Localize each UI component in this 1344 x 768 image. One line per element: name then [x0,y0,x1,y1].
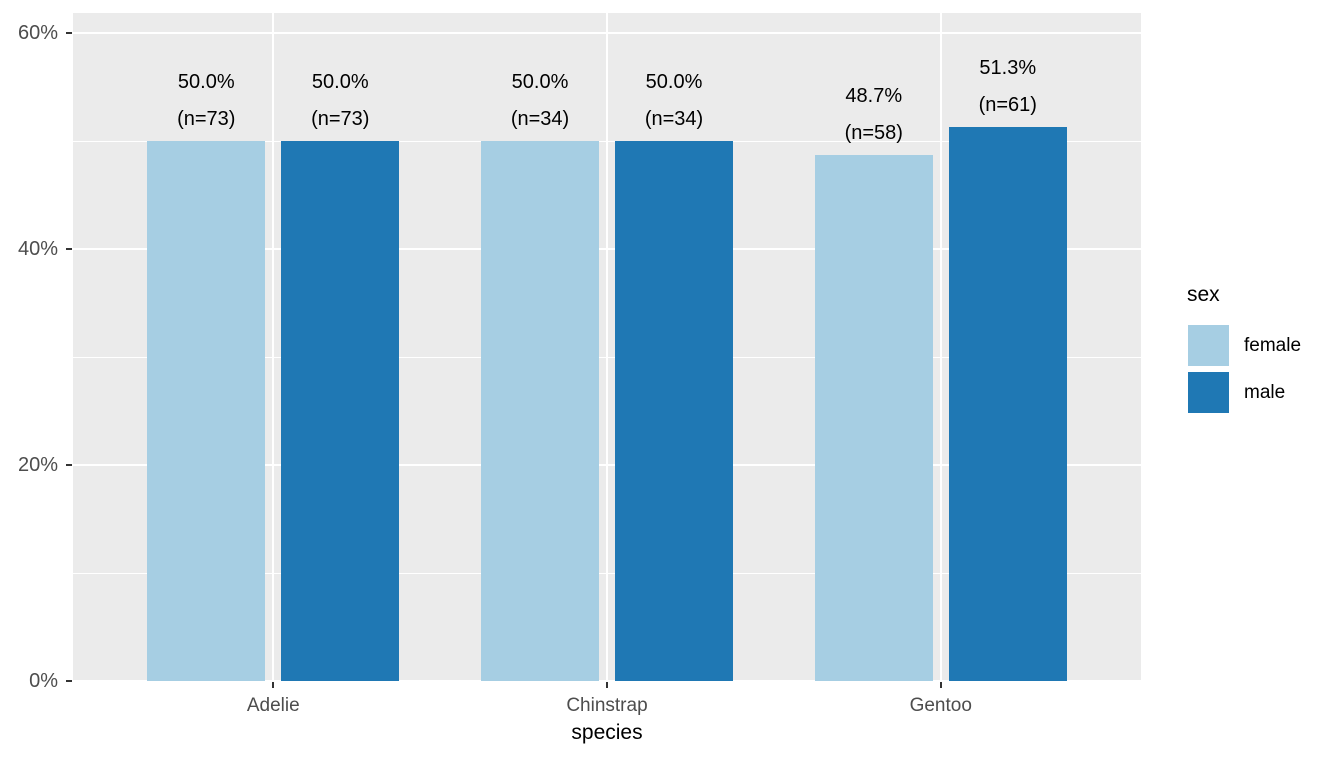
x-tick-mark [272,682,275,688]
x-axis-title: species [571,721,643,744]
bar-female-adelie [147,141,266,681]
y-tick-label: 60% [17,22,58,44]
legend: sex female male [1186,283,1301,417]
category-gridline [272,13,275,681]
plot-panel: 50.0% (n=73) 50.0% (n=34) 48.7% (n=58) 50.0… [73,13,1141,682]
x-tick-mark [939,682,942,688]
bar-male-adelie [281,141,400,681]
bar-label-male-adelie: 50.0% (n=73) [311,71,370,130]
category-gridline [939,13,942,681]
legend-label-male: male [1244,381,1286,403]
x-tick-mark [606,682,608,688]
legend-item-female: female [1186,323,1301,368]
legend-label-female: female [1244,334,1302,356]
legend-swatch-fill [1188,372,1229,413]
bar-female-gentoo [814,155,933,681]
legend-swatch-fill [1188,325,1229,366]
x-tick-label-adelie: Adelie [246,695,300,716]
y-tick-mark [66,464,72,466]
bar-label-male-chinstrap: 50.0% (n=34) [644,71,704,130]
bar-male-gentoo [948,126,1067,681]
y-tick-mark [66,680,72,682]
y-tick-mark [66,32,72,34]
y-tick-label: 20% [17,454,58,476]
legend-item-male: male [1186,370,1301,415]
bar-label-female-gentoo: 48.7% (n=58) [844,85,903,145]
bar-label-female-adelie: 50.0% (n=73) [177,71,236,130]
major-gridline [73,680,1141,682]
legend-swatch-female [1186,323,1231,368]
y-tick-label: 0% [29,670,58,692]
legend-swatch-male [1186,370,1231,415]
x-tick-label-gentoo: Gentoo [909,695,972,716]
y-tick-label: 40% [17,238,58,260]
x-tick-label-chinstrap: Chinstrap [566,695,648,716]
bar-label-male-gentoo: 51.3% (n=61) [978,56,1037,116]
bar-male-chinstrap [615,141,733,681]
bar-label-female-chinstrap: 50.0% (n=34) [510,71,570,130]
bar-female-chinstrap [481,141,599,681]
category-gridline [606,13,608,681]
y-tick-mark [66,248,72,250]
legend-title: sex [1187,283,1220,306]
